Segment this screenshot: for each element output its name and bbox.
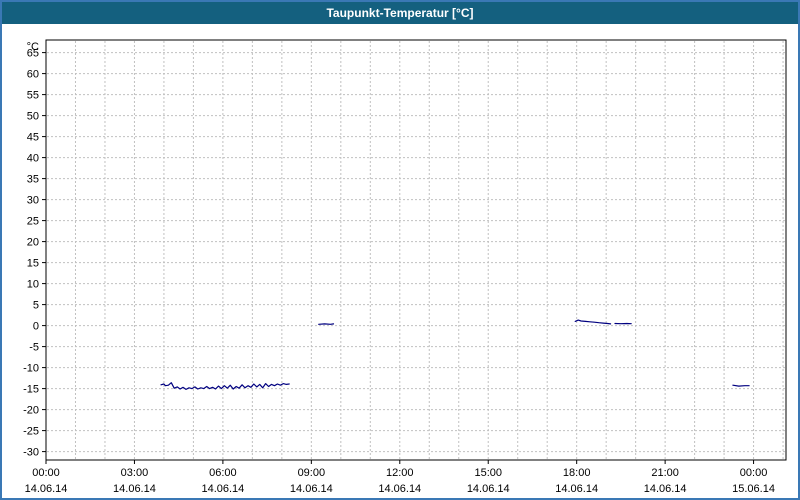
svg-text:14.06.14: 14.06.14: [555, 483, 598, 495]
svg-text:14.06.14: 14.06.14: [25, 483, 68, 495]
svg-text:15: 15: [27, 258, 39, 270]
svg-text:14.06.14: 14.06.14: [378, 483, 421, 495]
svg-text:5: 5: [33, 300, 39, 312]
svg-text:18:00: 18:00: [563, 467, 591, 479]
svg-text:06:00: 06:00: [209, 467, 237, 479]
svg-text:55: 55: [27, 90, 39, 102]
svg-text:15:00: 15:00: [474, 467, 502, 479]
svg-text:09:00: 09:00: [298, 467, 326, 479]
svg-text:0: 0: [33, 321, 39, 333]
svg-text:14.06.14: 14.06.14: [644, 483, 687, 495]
svg-text:50: 50: [27, 111, 39, 123]
svg-text:45: 45: [27, 132, 39, 144]
svg-text:15.06.14: 15.06.14: [732, 483, 775, 495]
svg-text:60: 60: [27, 69, 39, 81]
svg-text:00:00: 00:00: [740, 467, 768, 479]
chart-canvas: °C -30 -25 -20 -15 -10 -5 0 5 10 15 20 25 30 35 40 45 50 5…: [23, 39, 787, 495]
svg-text:-15: -15: [23, 384, 39, 396]
svg-text:00:00: 00:00: [32, 467, 60, 479]
svg-text:°C: °C: [27, 41, 39, 53]
chart-title: Taupunkt-Temperatur [°C]: [326, 6, 474, 20]
svg-text:-30: -30: [23, 447, 39, 459]
svg-text:20: 20: [27, 237, 39, 249]
svg-text:-5: -5: [29, 342, 39, 354]
svg-text:12:00: 12:00: [386, 467, 414, 479]
svg-text:40: 40: [27, 153, 39, 165]
svg-text:10: 10: [27, 279, 39, 291]
svg-text:25: 25: [27, 216, 39, 228]
svg-text:35: 35: [27, 174, 39, 186]
svg-text:14.06.14: 14.06.14: [467, 483, 510, 495]
svg-text:14.06.14: 14.06.14: [113, 483, 156, 495]
svg-text:30: 30: [27, 195, 39, 207]
title-bar: Taupunkt-Temperatur [°C]: [2, 2, 798, 24]
svg-text:65: 65: [27, 48, 39, 60]
svg-text:-25: -25: [23, 426, 39, 438]
svg-text:-20: -20: [23, 405, 39, 417]
svg-text:21:00: 21:00: [651, 467, 679, 479]
svg-text:03:00: 03:00: [121, 467, 149, 479]
svg-text:14.06.14: 14.06.14: [290, 483, 333, 495]
svg-text:14.06.14: 14.06.14: [201, 483, 244, 495]
svg-text:-10: -10: [23, 363, 39, 375]
